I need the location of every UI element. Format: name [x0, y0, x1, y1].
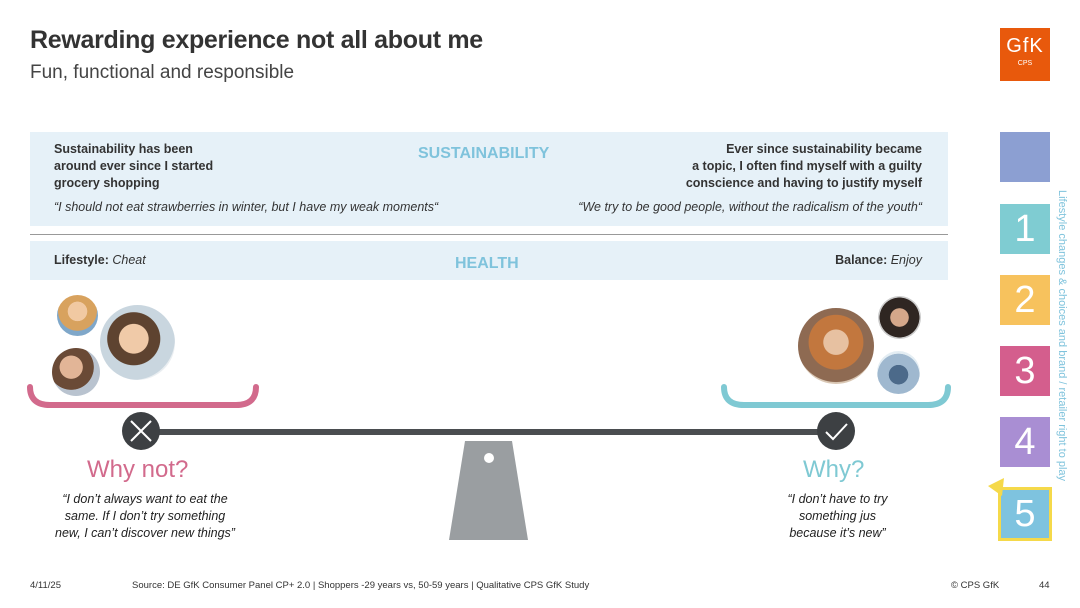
sidebar-item-5[interactable]: 5 [998, 487, 1052, 541]
statement-line: grocery shopping [54, 176, 160, 190]
health-band [30, 241, 948, 280]
sustainability-band [30, 132, 948, 226]
page-title: Rewarding experience not all about me [30, 26, 483, 54]
sidebar-item-overview[interactable] [1000, 132, 1050, 182]
why-not-quote: “I don’t always want to eat the same. If… [40, 491, 250, 542]
statement-line: conscience and having to justify myself [685, 176, 922, 190]
balance-label: Balance: [835, 253, 888, 267]
footer-page-number: 44 [1039, 580, 1050, 591]
footer-date: 4/11/25 [30, 580, 61, 591]
statement-line: around ever since I started [54, 159, 214, 173]
quote-line: something jus [798, 509, 877, 523]
sustainability-left-quote: “I should not eat strawberries in winter… [54, 200, 439, 214]
fulcrum-pivot [484, 453, 494, 463]
seesaw-fulcrum [449, 441, 528, 540]
footer-copyright: © CPS GfK [951, 580, 1000, 591]
young-group-photo [100, 305, 175, 380]
gfk-logo: GfK CPS [1000, 28, 1050, 81]
quote-line: same. If I don’t try something [64, 509, 226, 523]
quote-line: “I don’t have to try [787, 492, 888, 506]
statement-line: Sustainability has been [54, 142, 193, 156]
young-couple-photo [52, 348, 100, 396]
health-left-label: Lifestyle: Cheat [54, 253, 146, 267]
x-icon [122, 412, 160, 450]
statement-line: a topic, I often find myself with a guil… [692, 159, 922, 173]
sustainability-heading: SUSTAINABILITY [418, 145, 550, 162]
young-woman-photo [57, 295, 98, 336]
health-heading: HEALTH [455, 255, 519, 272]
sustainability-right-quote: “We try to be good people, without the r… [578, 200, 922, 214]
logo-brand: GfK [1006, 35, 1044, 57]
balance-value: Enjoy [890, 253, 922, 267]
vertical-caption-text: Lifestyle changes & choices and brand / … [1056, 190, 1068, 482]
band-divider [30, 234, 948, 235]
active-pointer-icon [988, 478, 1004, 496]
why-not-heading: Why not? [87, 456, 189, 483]
sustainability-right-statement: Ever since sustainability became a topic… [600, 141, 922, 192]
sidebar-vertical-caption: Lifestyle changes & choices and brand / … [1056, 190, 1068, 481]
older-walkers-photo [877, 351, 920, 394]
health-right-label: Balance: Enjoy [700, 253, 922, 267]
quote-line: “I don’t always want to eat the [62, 492, 228, 506]
quote-line: new, I can’t discover new things” [55, 526, 235, 540]
sustainability-left-statement: Sustainability has been around ever sinc… [54, 141, 254, 192]
right-bracket [721, 384, 951, 408]
footer-source: Source: DE GfK Consumer Panel CP+ 2.0 | … [132, 580, 590, 591]
sidebar-item-3[interactable]: 3 [1000, 346, 1050, 396]
older-woman-photo [878, 296, 921, 339]
check-icon [817, 412, 855, 450]
older-couple-photo [798, 308, 874, 384]
lifestyle-value: Cheat [112, 253, 146, 267]
sidebar-item-1[interactable]: 1 [1000, 204, 1050, 254]
sidebar-item-4[interactable]: 4 [1000, 417, 1050, 467]
logo-sub: CPS [1017, 60, 1033, 67]
page-subtitle: Fun, functional and responsible [30, 62, 295, 83]
lifestyle-label: Lifestyle: [54, 253, 109, 267]
why-quote: “I don’t have to try something jus becau… [755, 491, 920, 542]
statement-line: Ever since sustainability became [726, 142, 922, 156]
why-heading: Why? [803, 456, 865, 483]
quote-line: because it’s new” [789, 526, 886, 540]
sidebar-item-2[interactable]: 2 [1000, 275, 1050, 325]
left-bracket [27, 384, 259, 408]
